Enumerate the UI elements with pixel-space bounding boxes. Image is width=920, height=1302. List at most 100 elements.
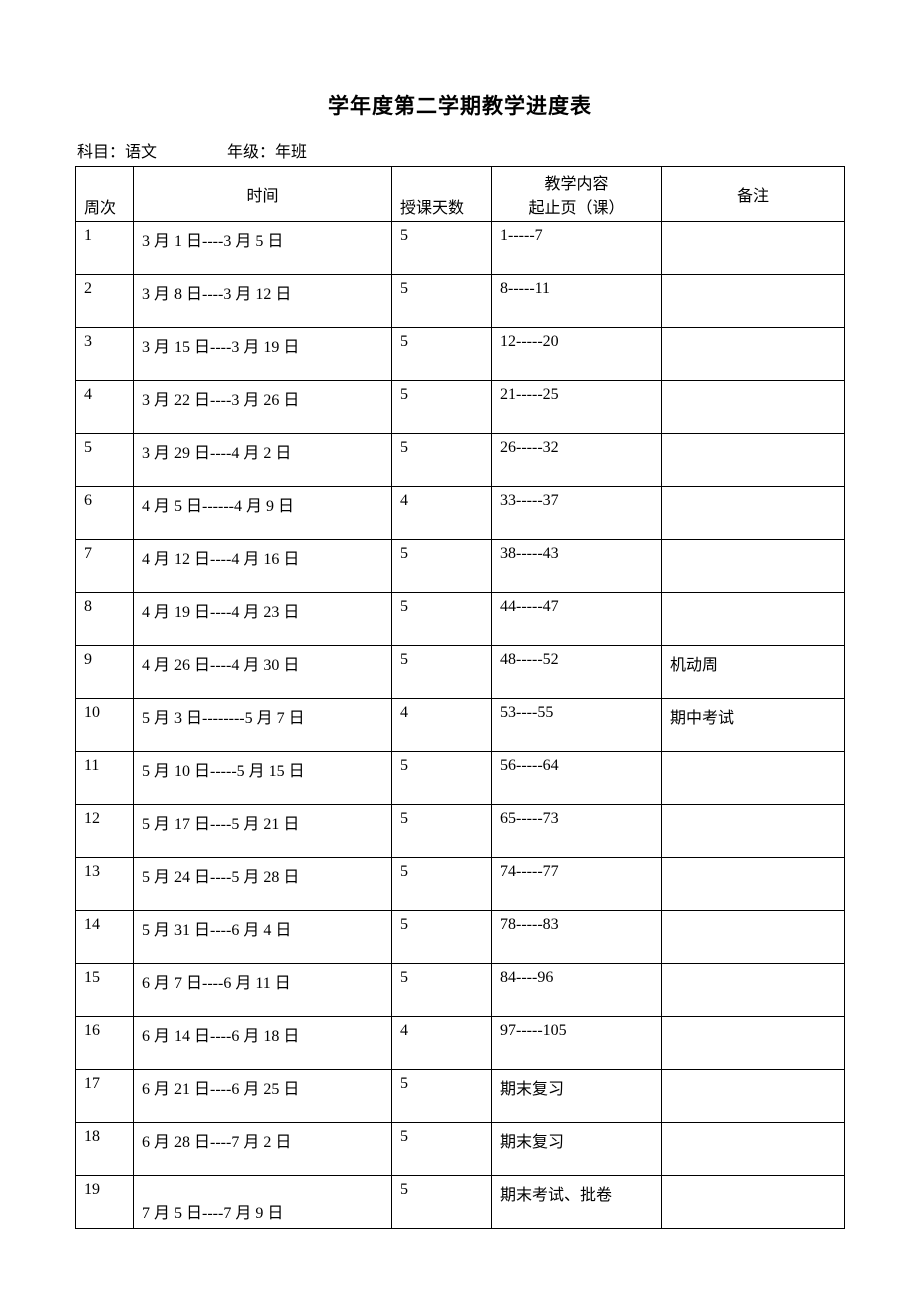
cell-time: 3 月 15 日----3 月 19 日 (134, 328, 392, 381)
cell-days: 5 (392, 434, 492, 487)
cell-days: 5 (392, 858, 492, 911)
cell-notes (662, 1123, 845, 1176)
cell-days: 5 (392, 275, 492, 328)
cell-time: 7 月 5 日----7 月 9 日 (134, 1176, 392, 1229)
document-subtitle: 科目：语文 年级：年班 (75, 138, 845, 162)
table-row: 176 月 21 日----6 月 25 日5期末复习 (76, 1070, 845, 1123)
cell-days: 5 (392, 964, 492, 1017)
cell-notes (662, 858, 845, 911)
cell-content: 84----96 (492, 964, 662, 1017)
cell-days: 5 (392, 328, 492, 381)
cell-content: 1-----7 (492, 222, 662, 275)
cell-days: 5 (392, 1176, 492, 1229)
cell-content: 65-----73 (492, 805, 662, 858)
cell-notes (662, 540, 845, 593)
cell-content: 97-----105 (492, 1017, 662, 1070)
cell-week: 18 (76, 1123, 134, 1176)
cell-days: 5 (392, 911, 492, 964)
cell-time: 5 月 31 日----6 月 4 日 (134, 911, 392, 964)
cell-week: 16 (76, 1017, 134, 1070)
table-header: 周次 时间 授课天数 教学内容 备注 起止页（课） (76, 167, 845, 222)
table-row: 53 月 29 日----4 月 2 日526-----32 (76, 434, 845, 487)
header-week: 周次 (76, 167, 134, 222)
cell-notes (662, 911, 845, 964)
cell-days: 4 (392, 699, 492, 752)
cell-week: 17 (76, 1070, 134, 1123)
cell-content: 33-----37 (492, 487, 662, 540)
cell-content: 74-----77 (492, 858, 662, 911)
cell-week: 6 (76, 487, 134, 540)
cell-content: 26-----32 (492, 434, 662, 487)
table-row: 197 月 5 日----7 月 9 日5期末考试、批卷 (76, 1176, 845, 1229)
table-body: 13 月 1 日----3 月 5 日51-----723 月 8 日----3… (76, 222, 845, 1229)
cell-week: 5 (76, 434, 134, 487)
cell-time: 3 月 29 日----4 月 2 日 (134, 434, 392, 487)
cell-days: 5 (392, 381, 492, 434)
cell-week: 12 (76, 805, 134, 858)
table-row: 135 月 24 日----5 月 28 日574-----77 (76, 858, 845, 911)
cell-notes (662, 434, 845, 487)
header-content-top: 教学内容 (492, 167, 662, 195)
cell-days: 5 (392, 805, 492, 858)
cell-week: 3 (76, 328, 134, 381)
cell-content: 38-----43 (492, 540, 662, 593)
cell-content: 期末复习 (492, 1123, 662, 1176)
cell-time: 6 月 7 日----6 月 11 日 (134, 964, 392, 1017)
cell-time: 5 月 3 日--------5 月 7 日 (134, 699, 392, 752)
cell-time: 5 月 17 日----5 月 21 日 (134, 805, 392, 858)
cell-time: 4 月 19 日----4 月 23 日 (134, 593, 392, 646)
cell-week: 4 (76, 381, 134, 434)
subject-value: 语文 (125, 144, 157, 161)
cell-days: 5 (392, 222, 492, 275)
cell-days: 5 (392, 1123, 492, 1176)
schedule-table: 周次 时间 授课天数 教学内容 备注 起止页（课） 13 月 1 日----3 … (75, 166, 845, 1229)
cell-content: 期末考试、批卷 (492, 1176, 662, 1229)
cell-days: 5 (392, 752, 492, 805)
cell-week: 14 (76, 911, 134, 964)
cell-content: 56-----64 (492, 752, 662, 805)
cell-notes (662, 805, 845, 858)
cell-notes (662, 752, 845, 805)
table-row: 43 月 22 日----3 月 26 日521-----25 (76, 381, 845, 434)
cell-notes (662, 487, 845, 540)
cell-time: 3 月 1 日----3 月 5 日 (134, 222, 392, 275)
cell-time: 4 月 26 日----4 月 30 日 (134, 646, 392, 699)
cell-notes (662, 964, 845, 1017)
table-row: 186 月 28 日----7 月 2 日5期末复习 (76, 1123, 845, 1176)
cell-week: 7 (76, 540, 134, 593)
cell-week: 1 (76, 222, 134, 275)
table-row: 115 月 10 日-----5 月 15 日556-----64 (76, 752, 845, 805)
cell-week: 13 (76, 858, 134, 911)
cell-days: 5 (392, 646, 492, 699)
table-row: 33 月 15 日----3 月 19 日512-----20 (76, 328, 845, 381)
cell-week: 11 (76, 752, 134, 805)
cell-time: 3 月 22 日----3 月 26 日 (134, 381, 392, 434)
table-row: 23 月 8 日----3 月 12 日58-----11 (76, 275, 845, 328)
cell-content: 期末复习 (492, 1070, 662, 1123)
cell-days: 4 (392, 1017, 492, 1070)
cell-notes (662, 328, 845, 381)
cell-content: 21-----25 (492, 381, 662, 434)
cell-notes: 机动周 (662, 646, 845, 699)
cell-notes (662, 222, 845, 275)
cell-notes (662, 1070, 845, 1123)
grade-label: 年级： (227, 144, 275, 161)
table-row: 74 月 12 日----4 月 16 日538-----43 (76, 540, 845, 593)
cell-week: 2 (76, 275, 134, 328)
cell-week: 10 (76, 699, 134, 752)
cell-time: 4 月 12 日----4 月 16 日 (134, 540, 392, 593)
subject-label: 科目： (77, 144, 125, 161)
grade-value: 年班 (275, 144, 307, 161)
table-row: 13 月 1 日----3 月 5 日51-----7 (76, 222, 845, 275)
header-time: 时间 (134, 167, 392, 222)
cell-notes (662, 275, 845, 328)
table-row: 145 月 31 日----6 月 4 日578-----83 (76, 911, 845, 964)
cell-time: 6 月 14 日----6 月 18 日 (134, 1017, 392, 1070)
table-row: 64 月 5 日------4 月 9 日433-----37 (76, 487, 845, 540)
cell-content: 12-----20 (492, 328, 662, 381)
cell-time: 3 月 8 日----3 月 12 日 (134, 275, 392, 328)
table-row: 125 月 17 日----5 月 21 日565-----73 (76, 805, 845, 858)
table-row: 166 月 14 日----6 月 18 日497-----105 (76, 1017, 845, 1070)
cell-days: 4 (392, 487, 492, 540)
cell-notes (662, 1017, 845, 1070)
